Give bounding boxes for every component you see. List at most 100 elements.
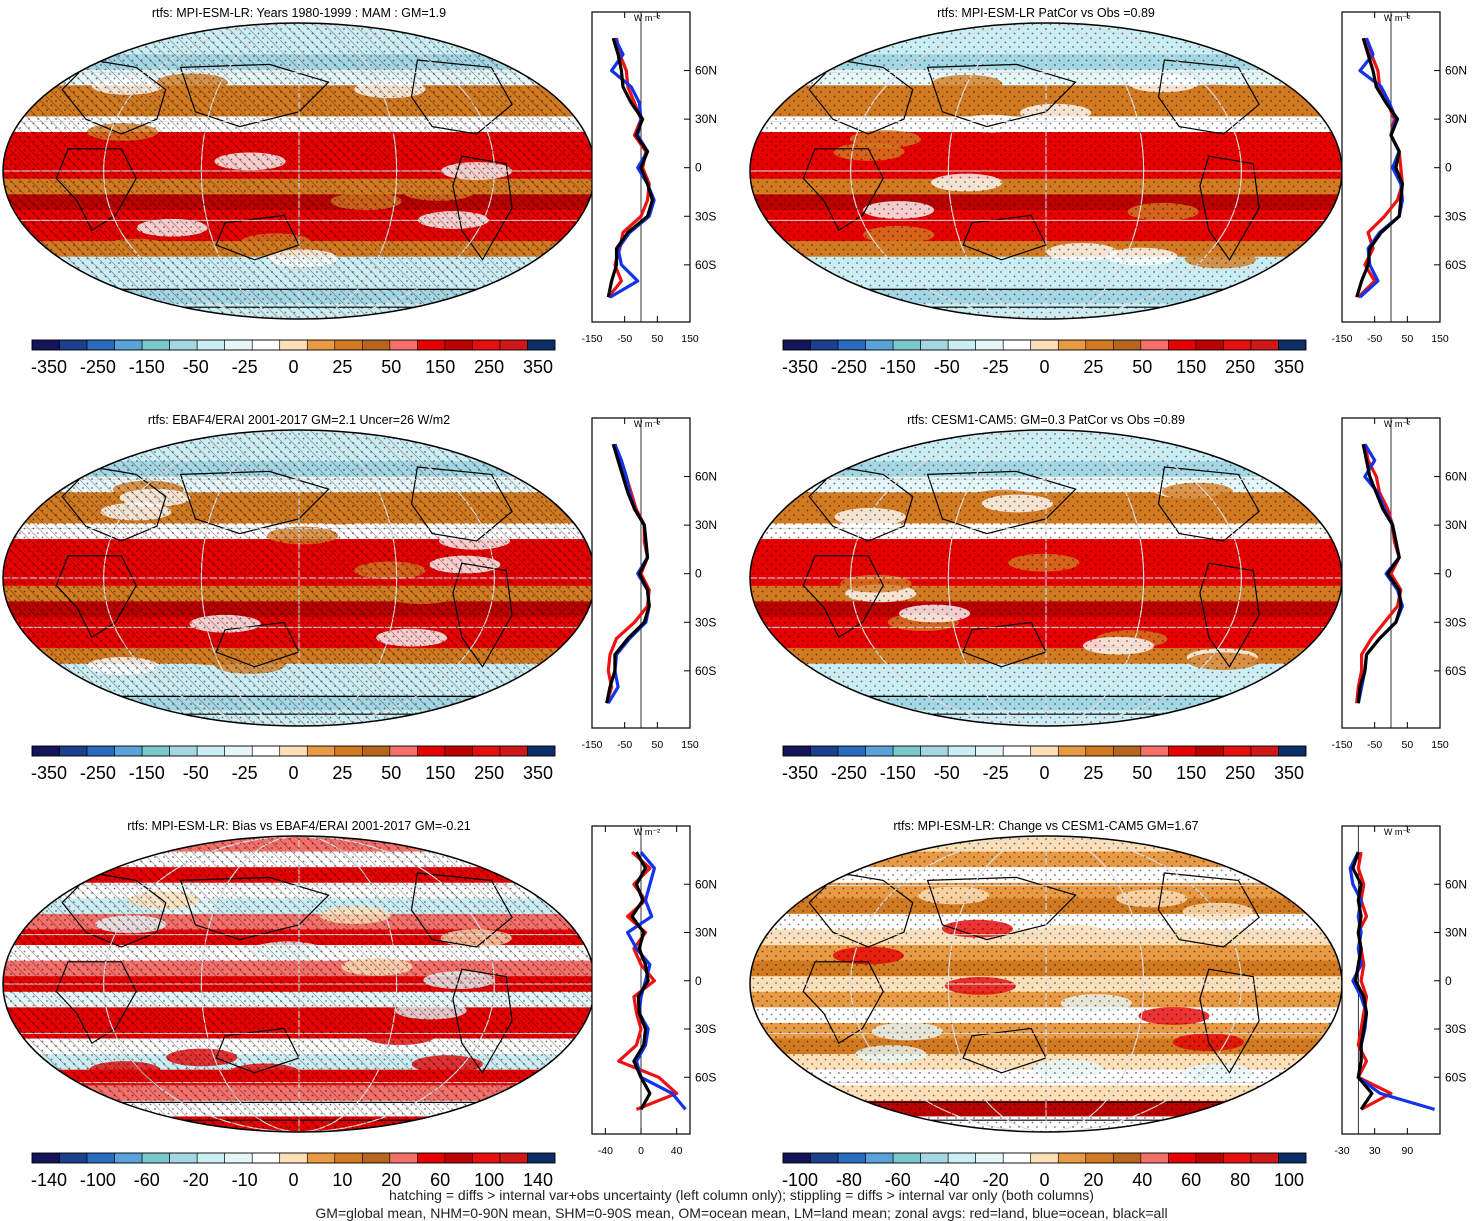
colorbar-swatch: [1168, 339, 1197, 351]
colorbar-label: 350: [1274, 763, 1304, 783]
colorbar-swatch: [86, 745, 115, 757]
colorbar-swatch: [837, 1152, 866, 1164]
colorbar-swatch: [306, 745, 336, 757]
colorbar: -350 -250 -150 -50 -25 0 25 50 150 250 350: [31, 745, 556, 783]
colorbar-swatch: [417, 339, 446, 351]
colorbar-swatch: [810, 745, 839, 757]
colorbar-swatch: [892, 1152, 921, 1164]
colorbar-swatch: [169, 339, 198, 351]
units-label: W m⁻²: [634, 419, 660, 429]
colorbar-label: 80: [1230, 1170, 1250, 1190]
colorbar-label: -20: [983, 1170, 1009, 1190]
y-tick-label: 30S: [1445, 615, 1466, 629]
colorbar-swatch: [1140, 1152, 1169, 1164]
colorbar-swatch: [1223, 339, 1252, 351]
colorbar-swatch: [196, 1152, 225, 1164]
colorbar-swatch: [1168, 1152, 1197, 1164]
colorbar-label: 0: [288, 357, 298, 377]
map-title: rtfs: MPI-ESM-LR PatCor vs Obs =0.89: [937, 6, 1155, 20]
colorbar-swatch: [279, 1152, 308, 1164]
colorbar-swatch: [865, 1152, 894, 1164]
colorbar-swatch: [59, 339, 88, 351]
colorbar-label: -350: [782, 357, 818, 377]
x-tick-label: 50: [1401, 333, 1413, 345]
y-tick-label: 60N: [1445, 470, 1467, 484]
colorbar-label: -60: [134, 1170, 160, 1190]
colorbar-swatch: [1113, 1152, 1142, 1164]
colorbar-label: -150: [129, 357, 165, 377]
colorbar-swatch: [1278, 1152, 1307, 1164]
y-tick-label: 30N: [695, 926, 717, 940]
colorbar-swatch: [251, 1152, 281, 1164]
x-tick-label: -50: [1367, 739, 1382, 751]
colorbar-label: -250: [831, 357, 867, 377]
colorbar-swatch: [362, 339, 391, 351]
x-tick-label: -150: [1331, 739, 1352, 751]
colorbar-label: 25: [332, 357, 352, 377]
colorbar-label: -25: [232, 763, 258, 783]
colorbar-frame: [31, 1152, 556, 1164]
colorbar-label: 25: [1083, 763, 1103, 783]
zonal-series-all: [1356, 443, 1403, 704]
units-label: W m⁻²: [634, 13, 660, 23]
map-panel: rtfs: MPI-ESM-LR: Years 1980-1999 : MAM …: [2, 6, 596, 320]
y-tick-label: 0: [695, 974, 702, 988]
colorbar-swatch: [1002, 1152, 1032, 1164]
zonal-series-all: [606, 37, 655, 298]
map-title: rtfs: MPI-ESM-LR: Bias vs EBAF4/ERAI 200…: [127, 819, 471, 833]
colorbar-swatch: [59, 1152, 88, 1164]
colorbar-swatch: [86, 339, 115, 351]
colorbar-label: -140: [31, 1170, 67, 1190]
colorbar-label: 150: [425, 357, 455, 377]
colorbar-label: -40: [934, 1170, 960, 1190]
colorbar-label: -50: [183, 357, 209, 377]
colorbar-swatch: [334, 745, 363, 757]
colorbar-swatch: [975, 1152, 1004, 1164]
colorbar-swatch: [444, 1152, 473, 1164]
colorbar-swatch: [1113, 339, 1142, 351]
colorbar-swatch: [472, 1152, 501, 1164]
y-tick-label: 60N: [1445, 64, 1467, 78]
footer-line-1: hatching = diffs > internal var+obs unce…: [389, 1187, 1094, 1203]
colorbar-swatch: [279, 745, 308, 757]
colorbar-swatch: [837, 745, 866, 757]
map-panel: rtfs: MPI-ESM-LR: Bias vs EBAF4/ERAI 200…: [2, 819, 596, 1133]
colorbar-swatch: [362, 745, 391, 757]
colorbar: -350 -250 -150 -50 -25 0 25 50 150 250 350: [782, 339, 1307, 377]
colorbar-label: -50: [934, 763, 960, 783]
colorbar-swatch: [389, 745, 418, 757]
colorbar-label: 100: [474, 1170, 504, 1190]
colorbar-label: -25: [232, 357, 258, 377]
y-tick-label: 60N: [1445, 877, 1467, 891]
y-tick-label: 0: [695, 161, 702, 175]
x-tick-label: 40: [671, 1145, 683, 1157]
stippling: [750, 836, 1342, 1132]
colorbar-swatch: [782, 339, 811, 351]
y-tick-label: 0: [1445, 161, 1452, 175]
colorbar-label: 60: [1181, 1170, 1201, 1190]
y-tick-label: 60N: [695, 877, 717, 891]
colorbar-swatch: [947, 745, 976, 757]
colorbar-label: -100: [782, 1170, 818, 1190]
y-tick-label: 60N: [695, 64, 717, 78]
colorbar-swatch: [31, 745, 60, 757]
colorbar-swatch: [892, 339, 921, 351]
x-tick-label: -150: [581, 333, 602, 345]
colorbar: -350 -250 -150 -50 -25 0 25 50 150 250 350: [31, 339, 556, 377]
colorbar-frame: [782, 1152, 1307, 1164]
colorbar-label: 0: [1039, 1170, 1049, 1190]
x-tick-label: 0: [638, 1145, 644, 1157]
x-tick-label: -150: [1331, 333, 1352, 345]
colorbar-frame: [31, 745, 556, 757]
y-tick-label: 30N: [695, 112, 717, 126]
colorbar-swatch: [947, 339, 976, 351]
colorbar-swatch: [444, 339, 473, 351]
zonal-panel: -40 0 40 W m⁻² 60N 30N 0 30S 60S: [591, 825, 717, 1157]
colorbar-swatch: [472, 339, 501, 351]
colorbar-label: 25: [332, 763, 352, 783]
colorbar-swatch: [31, 339, 60, 351]
colorbar-label: 100: [1274, 1170, 1304, 1190]
colorbar-label: 50: [381, 763, 401, 783]
colorbar-swatch: [196, 339, 225, 351]
colorbar-swatch: [141, 339, 170, 351]
